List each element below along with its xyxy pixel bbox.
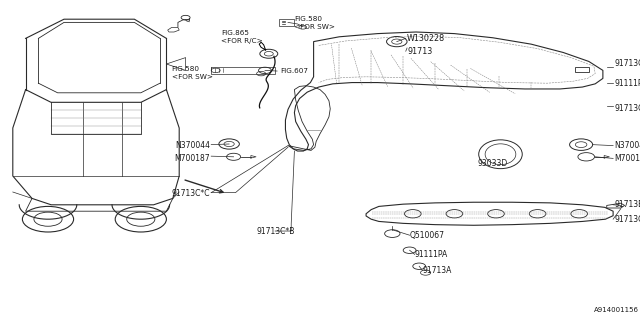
Text: A914001156: A914001156 — [594, 308, 639, 313]
Text: 91713C*B: 91713C*B — [256, 227, 294, 236]
Text: 93033D: 93033D — [477, 159, 508, 168]
Text: 91713A: 91713A — [422, 266, 452, 275]
Text: M700196: M700196 — [614, 154, 640, 163]
Text: FIG.865: FIG.865 — [221, 30, 249, 36]
Text: 91713C*C: 91713C*C — [614, 60, 640, 68]
Text: 91713C*A: 91713C*A — [614, 215, 640, 224]
Text: 91713C*C: 91713C*C — [172, 189, 210, 198]
Text: 91713B: 91713B — [614, 200, 640, 209]
Text: 91111P: 91111P — [614, 79, 640, 88]
Text: 91111PA: 91111PA — [415, 250, 448, 259]
Text: 91713C*B: 91713C*B — [614, 104, 640, 113]
Text: FIG.580: FIG.580 — [172, 66, 200, 72]
Text: <FOR SW>: <FOR SW> — [172, 74, 212, 80]
Text: <FOR SW>: <FOR SW> — [294, 24, 335, 30]
Text: N370044: N370044 — [614, 141, 640, 150]
Text: FIG.607: FIG.607 — [280, 68, 308, 74]
Text: W130228: W130228 — [407, 34, 445, 43]
Text: Q510067: Q510067 — [410, 231, 445, 240]
Text: M700187: M700187 — [174, 154, 210, 163]
Text: N370044: N370044 — [175, 141, 210, 150]
Text: 91713: 91713 — [407, 47, 432, 56]
Text: FIG.580: FIG.580 — [294, 16, 323, 22]
Text: <FOR R/C>: <FOR R/C> — [221, 38, 262, 44]
